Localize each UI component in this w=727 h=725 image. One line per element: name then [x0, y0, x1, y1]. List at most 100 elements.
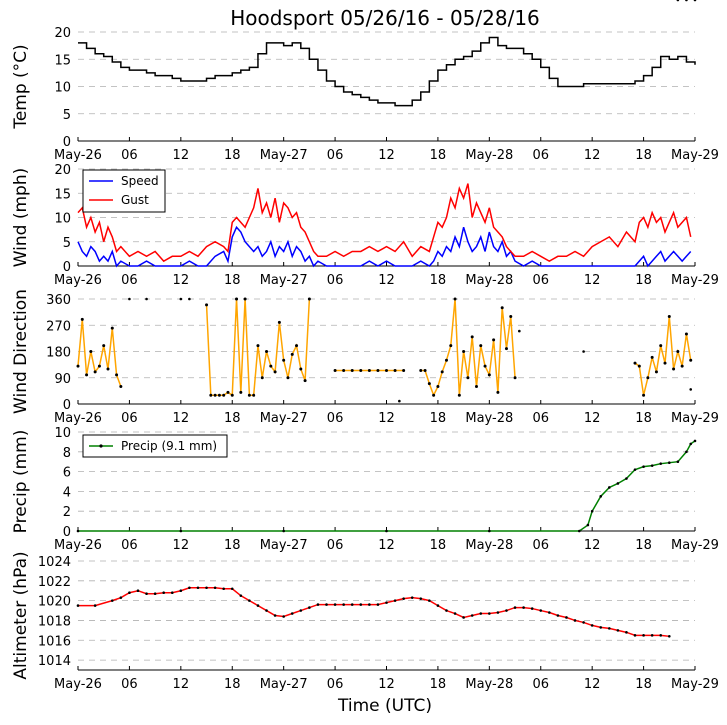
- x-tick-label: May-26: [54, 538, 102, 553]
- x-tick-label: 06: [121, 411, 138, 426]
- y-tick-label: 1018: [38, 614, 71, 629]
- y-tick-label: 0: [63, 525, 71, 540]
- data-point: [423, 368, 427, 372]
- data-point: [642, 465, 645, 468]
- data-point: [487, 373, 491, 377]
- data-point: [667, 461, 671, 464]
- x-tick-label: 18: [635, 411, 652, 426]
- data-point: [282, 529, 285, 533]
- data-point: [256, 604, 260, 607]
- x-tick-label: 06: [532, 411, 549, 426]
- y-tick-label: 1020: [38, 595, 71, 610]
- data-point: [590, 509, 594, 513]
- series-line-altimeter: [78, 587, 670, 638]
- data-point: [85, 373, 89, 377]
- x-tick-label: May-27: [260, 677, 308, 692]
- data-point: [89, 350, 93, 353]
- legend-wind: Speed Gust: [82, 169, 166, 213]
- data-point: [444, 358, 448, 362]
- y-tick-label: 180: [46, 346, 71, 361]
- x-tick-label: 18: [224, 273, 241, 288]
- data-point: [496, 611, 500, 614]
- data-point: [359, 368, 363, 372]
- data-point: [419, 368, 423, 372]
- data-point: [539, 609, 543, 612]
- x-tick-label: 06: [327, 538, 344, 553]
- data-point: [654, 370, 658, 374]
- y-tick-label: 20: [54, 163, 71, 178]
- x-tick-label: May-29: [671, 411, 719, 426]
- data-point: [325, 603, 328, 606]
- data-point: [385, 368, 388, 372]
- data-point: [213, 586, 217, 590]
- data-point: [239, 390, 243, 394]
- data-point: [368, 603, 371, 606]
- x-tick-label: May-27: [260, 538, 308, 553]
- data-point: [453, 297, 457, 301]
- data-point: [222, 587, 225, 591]
- x-tick-label: 06: [532, 273, 549, 288]
- data-point: [689, 358, 693, 362]
- data-point: [290, 612, 294, 615]
- x-tick-label: 06: [121, 677, 138, 692]
- data-point: [205, 303, 209, 307]
- data-point: [376, 603, 380, 606]
- data-point: [445, 609, 448, 612]
- data-point: [676, 460, 680, 464]
- data-point: [608, 486, 611, 489]
- data-point: [685, 450, 688, 454]
- data-point: [513, 376, 517, 380]
- x-tick-label: May-26: [54, 148, 102, 163]
- data-point: [265, 350, 269, 353]
- data-point: [230, 393, 234, 397]
- data-point: [642, 393, 646, 397]
- x-tick-label: 12: [173, 411, 190, 426]
- data-point: [333, 603, 337, 606]
- legend-box: [82, 169, 166, 213]
- x-tick-label: 06: [327, 148, 344, 163]
- data-point: [556, 614, 560, 617]
- x-tick-label: 12: [378, 677, 395, 692]
- data-point: [93, 370, 97, 374]
- x-tick-label: 06: [121, 538, 138, 553]
- data-point: [145, 592, 148, 595]
- data-point: [342, 603, 345, 606]
- data-point: [265, 609, 268, 612]
- data-point: [488, 612, 491, 615]
- data-point: [608, 627, 611, 630]
- data-point: [209, 393, 213, 397]
- data-point: [488, 529, 491, 533]
- x-tick-label: May-28: [465, 148, 513, 163]
- data-point: [530, 607, 534, 610]
- x-tick-label: 12: [378, 273, 395, 288]
- data-point: [449, 344, 453, 348]
- y-tick-label: 270: [46, 319, 71, 334]
- data-point: [115, 373, 119, 377]
- data-point: [479, 344, 483, 348]
- data-point: [548, 611, 551, 614]
- data-point: [393, 599, 397, 602]
- data-point: [513, 606, 517, 609]
- data-point: [599, 626, 603, 629]
- data-point: [505, 609, 508, 612]
- panel-temp: 0 5 10 15 20 May-26 06 12 18 May-27 06 12 18 May-28 06…: [11, 26, 719, 163]
- x-tick-label: 06: [532, 677, 549, 692]
- data-point: [496, 390, 500, 394]
- x-tick-label: 12: [584, 273, 601, 288]
- data-point: [470, 335, 474, 339]
- x-tick-label: 18: [430, 538, 447, 553]
- x-tick-label: 12: [173, 273, 190, 288]
- y-tick-label: 90: [54, 372, 71, 387]
- data-point: [286, 376, 290, 380]
- x-axis-label: Time (UTC): [337, 696, 432, 716]
- y-tick-label: 1022: [38, 575, 71, 590]
- x-tick-label: 18: [224, 148, 241, 163]
- data-point: [303, 379, 307, 383]
- data-point: [299, 609, 303, 612]
- x-tick-label: 06: [327, 411, 344, 426]
- x-tick-label: 06: [327, 273, 344, 288]
- data-point: [282, 358, 286, 362]
- data-point: [440, 370, 444, 374]
